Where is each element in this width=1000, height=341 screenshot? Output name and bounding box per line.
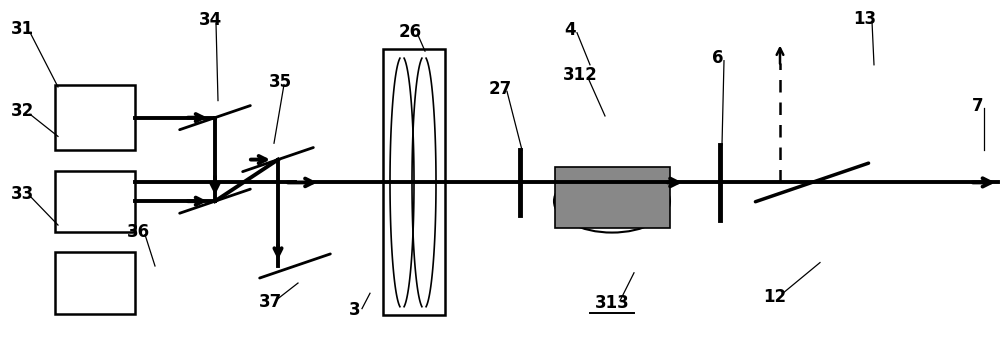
Text: 34: 34 bbox=[198, 12, 222, 29]
Polygon shape bbox=[55, 252, 135, 314]
Polygon shape bbox=[383, 49, 445, 315]
Text: 4: 4 bbox=[564, 21, 576, 39]
Text: 27: 27 bbox=[488, 80, 512, 98]
Text: 12: 12 bbox=[763, 288, 787, 306]
Text: 32: 32 bbox=[10, 102, 34, 120]
Text: 312: 312 bbox=[563, 66, 597, 84]
Text: 13: 13 bbox=[853, 10, 877, 28]
Text: 313: 313 bbox=[595, 295, 629, 312]
Text: 36: 36 bbox=[126, 223, 150, 241]
Polygon shape bbox=[555, 167, 670, 228]
Text: 31: 31 bbox=[10, 20, 34, 38]
Polygon shape bbox=[55, 170, 135, 232]
Polygon shape bbox=[55, 85, 135, 150]
Text: 7: 7 bbox=[972, 97, 984, 115]
Text: 35: 35 bbox=[268, 73, 292, 91]
Text: 33: 33 bbox=[10, 186, 34, 203]
Text: 6: 6 bbox=[712, 49, 724, 67]
Text: 3: 3 bbox=[349, 301, 361, 319]
Text: 37: 37 bbox=[258, 293, 282, 311]
Text: 26: 26 bbox=[398, 24, 422, 41]
